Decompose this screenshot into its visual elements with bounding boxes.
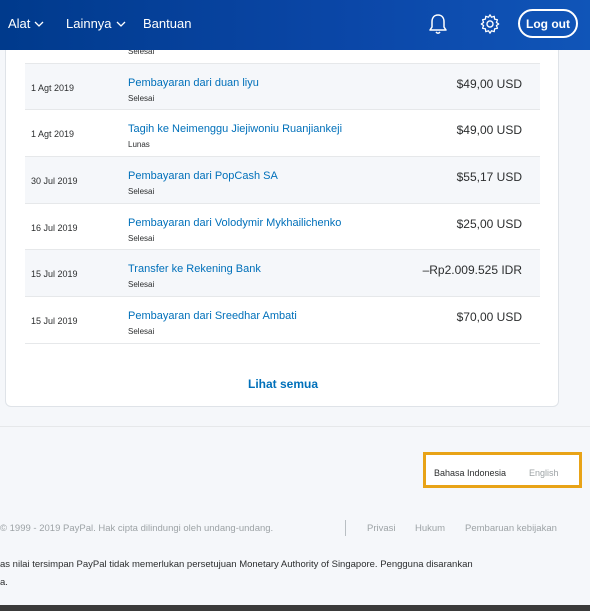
transaction-description-link[interactable]: Pembayaran dari PopCash SA — [128, 170, 278, 183]
transaction-amount: –Rp2.009.525 IDR — [422, 263, 522, 278]
transaction-status: Selesai — [128, 233, 155, 243]
transaction-amount: $25,00 USD — [456, 216, 522, 231]
legal-notice-line-2: a. — [0, 577, 8, 588]
transaction-row[interactable]: 15 Jul 2019 Pembayaran dari Sreedhar Amba… — [25, 297, 540, 344]
transaction-status: Lunas — [128, 140, 150, 150]
transaction-date: 1 Agt 2019 — [31, 129, 75, 140]
transaction-amount: $70,00 USD — [456, 310, 522, 325]
footer-separator — [345, 520, 346, 536]
logout-button[interactable]: Log out — [518, 9, 578, 38]
transaction-row[interactable]: 1 Agt 2019 Tagih ke Neimenggu Jiejiwoniu … — [25, 110, 540, 158]
transaction-description-link[interactable]: Pembayaran dari duan liyu — [128, 76, 259, 89]
language-indonesian[interactable]: Bahasa Indonesia — [434, 468, 507, 478]
copyright-text: © 1999 - 2019 PayPal. Hak cipta dilindun… — [0, 523, 274, 534]
chevron-down-icon — [116, 21, 126, 27]
transaction-description-link[interactable]: Pembayaran dari Volodymir Mykhailichenko — [128, 216, 342, 229]
transaction-row[interactable]: 1 Agt 2019 Pembayaran dari duan liyu Seles… — [25, 63, 540, 111]
nav-more-menu[interactable]: Lainnya — [66, 16, 126, 31]
transaction-row[interactable]: 30 Jul 2019 Pembayaran dari PopCash SA Sel… — [25, 157, 540, 204]
policy-updates-link[interactable]: Pembaruan kebijakan — [465, 523, 557, 534]
transaction-amount: $49,00 USD — [456, 76, 522, 91]
transaction-description-link[interactable]: Transfer ke Rekening Bank — [128, 263, 261, 276]
transaction-description-link[interactable]: Pembayaran dari Sreedhar Ambati — [128, 310, 297, 323]
bottom-edge-bar — [0, 605, 590, 611]
transaction-amount: $49,00 USD — [456, 123, 522, 138]
see-all-link[interactable]: Lihat semua — [247, 377, 319, 391]
legal-notice-line-1: as nilai tersimpan PayPal tidak memerluk… — [0, 559, 473, 570]
bell-icon[interactable] — [428, 13, 448, 35]
transaction-status: Selesai — [128, 280, 155, 290]
transaction-date: 1 Agt 2019 — [31, 82, 75, 93]
transaction-status: Selesai — [128, 47, 155, 56]
nav-more-label: Lainnya — [66, 16, 112, 31]
language-selector: Bahasa Indonesia English — [423, 452, 582, 488]
footer-divider — [0, 426, 590, 427]
language-english[interactable]: English — [529, 468, 559, 478]
transaction-date: 15 Jul 2019 — [31, 316, 78, 327]
transaction-amount: $55,17 USD — [456, 170, 522, 185]
transaction-date: 16 Jul 2019 — [31, 222, 78, 233]
legal-link[interactable]: Hukum — [415, 523, 446, 534]
transaction-date: 15 Jul 2019 — [31, 269, 78, 280]
top-navigation-bar: Alat Lainnya Bantuan Log out — [0, 0, 590, 50]
nav-help-link[interactable]: Bantuan — [143, 16, 191, 31]
chevron-down-icon — [34, 21, 44, 27]
transaction-description-link[interactable]: Tagih ke Neimenggu Jiejiwoniu Ruanjianke… — [128, 123, 343, 136]
nav-tools-menu[interactable]: Alat — [8, 16, 44, 31]
transaction-status: Selesai — [128, 93, 155, 103]
gear-icon[interactable] — [479, 13, 501, 35]
transaction-row[interactable]: 16 Jul 2019 Pembayaran dari Volodymir Myk… — [25, 204, 540, 251]
transaction-status: Selesai — [128, 327, 155, 337]
privacy-link[interactable]: Privasi — [367, 523, 396, 534]
transaction-status: Selesai — [128, 187, 155, 197]
nav-help-label: Bantuan — [143, 16, 192, 31]
transaction-date: 30 Jul 2019 — [31, 176, 78, 187]
nav-tools-label: Alat — [8, 16, 31, 31]
transaction-row[interactable]: 15 Jul 2019 Transfer ke Rekening Bank Sele… — [25, 250, 540, 298]
